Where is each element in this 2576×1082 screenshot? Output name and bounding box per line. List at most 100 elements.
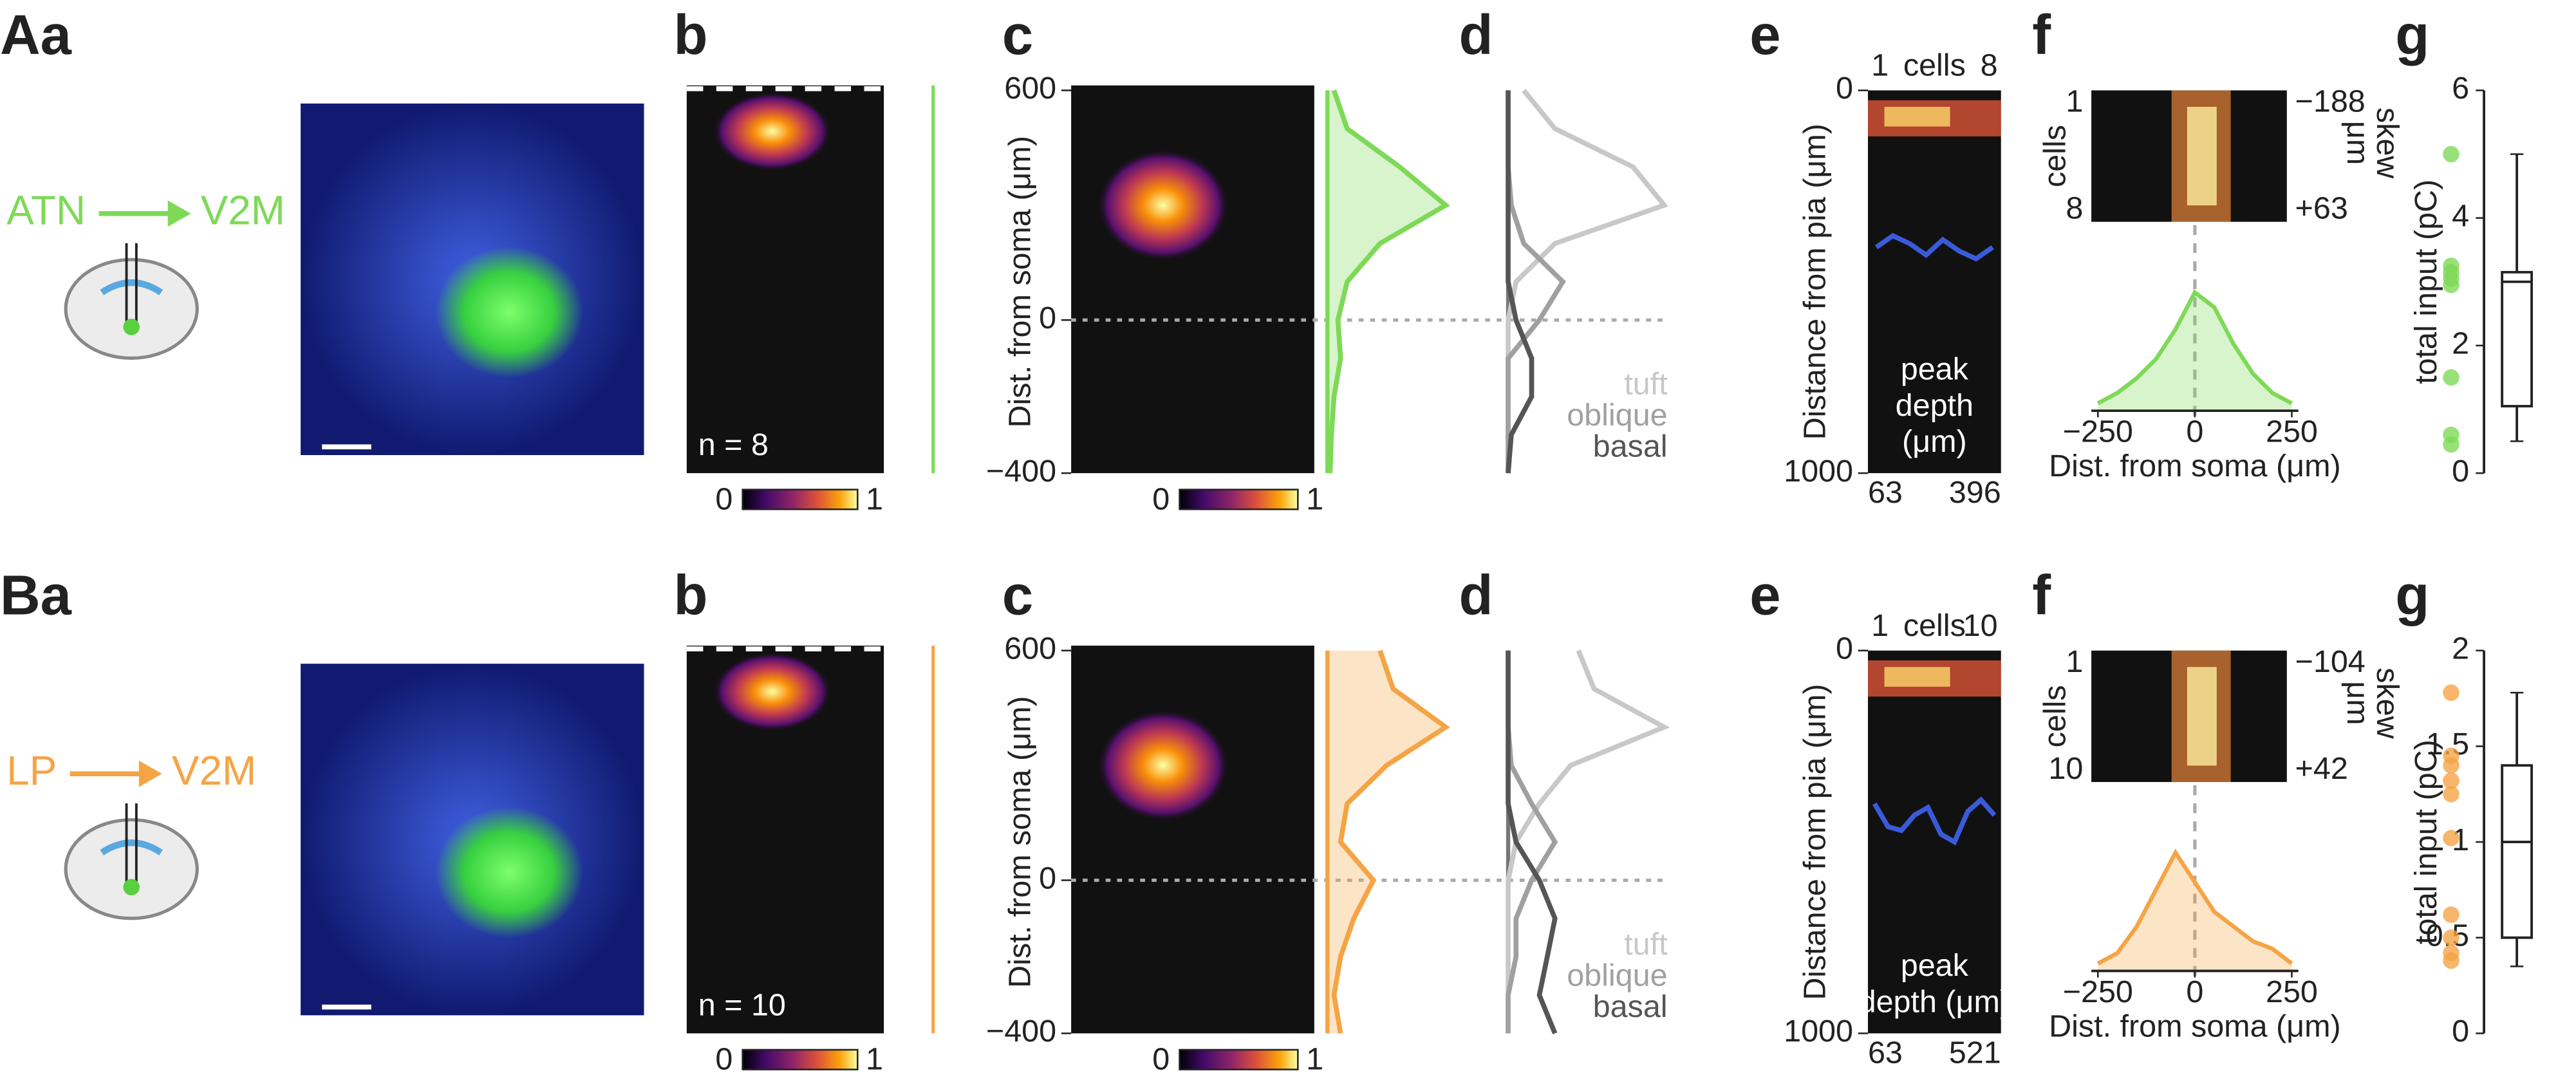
data-point	[2443, 757, 2459, 774]
skew-label: +63	[2295, 191, 2348, 226]
source-label: ATN	[6, 187, 86, 234]
brain-icon	[64, 257, 199, 360]
profile-line	[1327, 89, 1450, 474]
x-tick-label: 0	[2186, 975, 2203, 1009]
data-point	[2443, 684, 2459, 701]
panel-label: b	[673, 4, 707, 66]
x-axis-label: Dist. from soma (μm)	[2049, 449, 2341, 483]
range-label: 63	[1868, 1035, 1903, 1070]
skew-unit: skew	[2370, 107, 2405, 179]
row-label: 8	[2066, 191, 2083, 226]
scale-bar-label: 1 mm	[312, 462, 378, 491]
peak-depth-line	[1874, 232, 1994, 262]
profile-line	[1506, 650, 1558, 1034]
panel-label: b	[673, 564, 707, 627]
note: depth	[1896, 388, 1974, 423]
panel-label: g	[2395, 4, 2429, 66]
profile-line	[2096, 848, 2293, 965]
data-point	[2443, 785, 2459, 803]
skew-label: −188	[2295, 84, 2366, 119]
colorbar-label: 0	[715, 481, 733, 516]
note: peak	[1901, 352, 1969, 387]
target-label: V2M	[172, 747, 256, 794]
heatmap-band	[2187, 106, 2217, 206]
x-tick-label: −250	[2063, 415, 2133, 449]
y-tick-label: 600	[1004, 631, 1056, 666]
data-point	[2443, 276, 2459, 294]
fluorescence	[435, 807, 584, 938]
colorbar	[1179, 489, 1299, 510]
arrow-head	[167, 200, 191, 227]
profile-area	[2098, 852, 2292, 971]
y-axis-label: total input (pC)	[2409, 180, 2443, 384]
y-tick-label: 0	[1836, 71, 1853, 106]
header-label: cells	[1903, 48, 1966, 82]
colorbar-label: 1	[1306, 481, 1323, 516]
note: depth (μm)	[1859, 984, 2010, 1019]
box	[2501, 764, 2534, 939]
colorbar-label: 1	[866, 481, 883, 516]
colorbar-label: 0	[715, 1042, 733, 1077]
heatmap	[1867, 90, 2001, 474]
y-tick-label: 600	[1004, 71, 1056, 106]
profile-line	[1506, 90, 1535, 474]
skew-unit: skew	[2370, 667, 2405, 739]
x-tick-label: 250	[2266, 415, 2318, 449]
n-label: n = 8	[698, 427, 769, 462]
heatmap-hotspot	[1097, 149, 1229, 261]
skew-label: −104	[2295, 644, 2366, 679]
panel-label: e	[1750, 4, 1780, 66]
fluorescence	[435, 246, 584, 378]
panel-label: c	[1002, 564, 1033, 627]
x-tick-label: −250	[2063, 975, 2133, 1009]
note: (μm)	[1902, 424, 1967, 459]
y-axis-label: Distance from pia (μm)	[1798, 124, 1833, 440]
heatmap	[1867, 650, 2001, 1034]
rows-label: cells	[2037, 125, 2072, 187]
panel-label: Aa	[0, 4, 72, 66]
peak-depth-line	[1872, 796, 1997, 846]
y-tick-label: 1000	[1784, 454, 1853, 489]
y-tick-label: 4	[2452, 198, 2469, 233]
heatmap	[1071, 85, 1314, 474]
skew-label: +42	[2295, 751, 2348, 786]
y-axis-label: Distance from pia (μm)	[1798, 684, 1833, 1000]
heatmap-band	[1884, 667, 1950, 687]
header-label: 1	[1871, 608, 1889, 643]
heatmap-hotspot	[1097, 709, 1229, 821]
profile-area	[2098, 292, 2292, 411]
heatmap	[1071, 646, 1314, 1034]
colorbar	[742, 489, 859, 510]
header-label: 1	[1871, 48, 1889, 82]
legend-entry: basal	[1593, 989, 1668, 1024]
heatmap-hotspot	[713, 652, 832, 731]
legend-entry: basal	[1593, 429, 1668, 464]
range-label: 63	[1868, 475, 1903, 510]
row-label: 1	[2066, 84, 2083, 119]
data-point	[2443, 952, 2459, 969]
colorbar-label: 0	[1152, 481, 1170, 516]
colorbar-label: 0	[1152, 1042, 1170, 1077]
range-label: 521	[1949, 1035, 2001, 1070]
heatmap-band	[2187, 667, 2217, 766]
brain-icon	[64, 818, 199, 920]
panel-label: Ba	[0, 564, 72, 627]
legend-entry: tuft	[1624, 927, 1668, 962]
data-point	[2443, 830, 2459, 846]
brain-ventricle	[100, 839, 163, 855]
y-tick-label: −400	[986, 1014, 1056, 1049]
y-tick-label: 1000	[1784, 1014, 1853, 1049]
skew-unit: μm	[2340, 121, 2375, 165]
row-label: 1	[2066, 644, 2083, 679]
colorbar	[1179, 1049, 1299, 1070]
y-tick-label: 2	[2452, 631, 2469, 666]
panel-label: c	[1002, 4, 1033, 66]
heatmap-hotspot	[713, 91, 832, 171]
header-label: cells	[1903, 608, 1966, 643]
data-point	[2443, 436, 2459, 453]
y-tick-label: 0	[2452, 454, 2469, 489]
y-tick-label: 0	[1039, 861, 1056, 895]
note: peak	[1901, 948, 1969, 983]
x-tick-label: 250	[2266, 975, 2318, 1009]
